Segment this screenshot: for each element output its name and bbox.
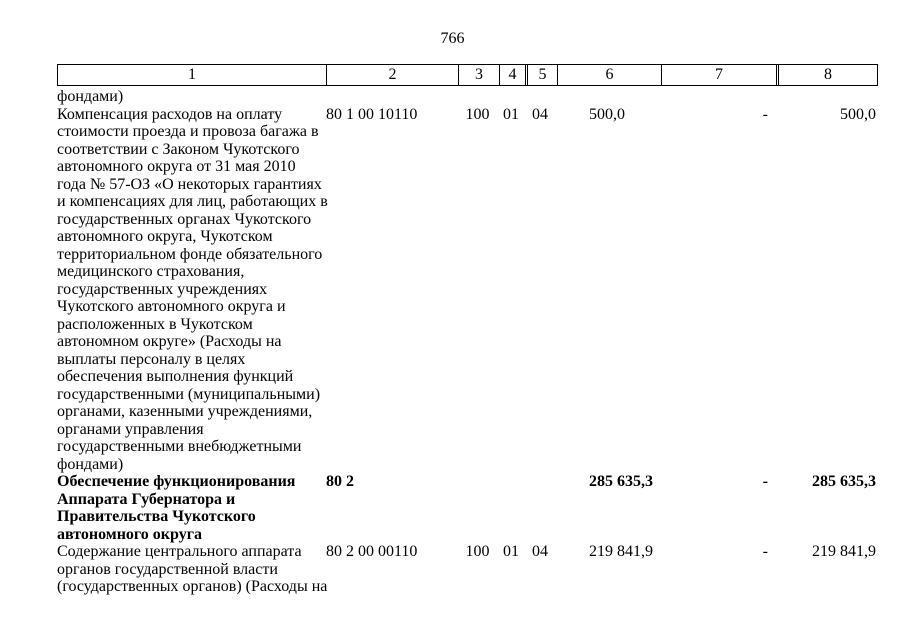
row-name-cell: Содержание центрального аппарата органов… xyxy=(57,543,328,595)
col4-cell: 01 xyxy=(503,105,519,123)
amount-cell-6: 285 635,3 xyxy=(589,473,653,490)
table-row: Компенсация расходов на оплату стоимости… xyxy=(57,106,876,474)
column-header-4: 4 xyxy=(499,65,525,85)
table-row-bold: Обеспечение функционирования Аппарата Гу… xyxy=(57,473,876,543)
budget-table: 1 2 3 4 5 6 7 8 фондами) Компенсация рас… xyxy=(57,64,878,596)
amount-cell-6: 219 841,9 xyxy=(589,543,653,560)
table-header-row: 1 2 3 4 5 6 7 8 xyxy=(57,64,878,86)
table-row: фондами) xyxy=(57,88,876,106)
table-row: Содержание центрального аппарата органов… xyxy=(57,543,876,596)
amount-cell-7: - xyxy=(762,105,768,123)
row-code-cell: 80 2 xyxy=(326,473,354,490)
amount-cell-8: 285 635,3 xyxy=(812,473,876,490)
column-header-2: 2 xyxy=(326,65,458,85)
row-code-cell: 80 2 00 00110 xyxy=(326,543,418,560)
page-number: 766 xyxy=(440,30,465,47)
amount-cell-7: - xyxy=(762,543,768,560)
col4-cell: 01 xyxy=(503,543,519,560)
row-name-cell: Компенсация расходов на оплату стоимости… xyxy=(57,105,328,473)
col5-cell: 04 xyxy=(532,105,548,123)
table-body: фондами) Компенсация расходов на оплату … xyxy=(57,88,876,596)
column-header-1: 1 xyxy=(188,66,196,83)
col5-cell: 04 xyxy=(532,543,548,560)
column-header-5: 5 xyxy=(525,65,557,85)
column-header-6: 6 xyxy=(557,65,661,85)
amount-cell-8: 500,0 xyxy=(840,105,876,123)
row-code-cell: 80 1 00 10110 xyxy=(326,105,418,123)
row-name-cell: фондами) xyxy=(57,88,124,105)
col3-cell: 100 xyxy=(465,543,490,560)
col3-cell: 100 xyxy=(465,105,490,123)
row-name-cell: Обеспечение функционирования Аппарата Гу… xyxy=(57,473,296,543)
amount-cell-7: - xyxy=(762,473,768,490)
column-header-7: 7 xyxy=(661,65,776,85)
column-header-8: 8 xyxy=(776,65,877,85)
amount-cell-8: 219 841,9 xyxy=(812,543,876,560)
column-header-3: 3 xyxy=(458,65,499,85)
amount-cell-6: 500,0 xyxy=(589,105,625,123)
